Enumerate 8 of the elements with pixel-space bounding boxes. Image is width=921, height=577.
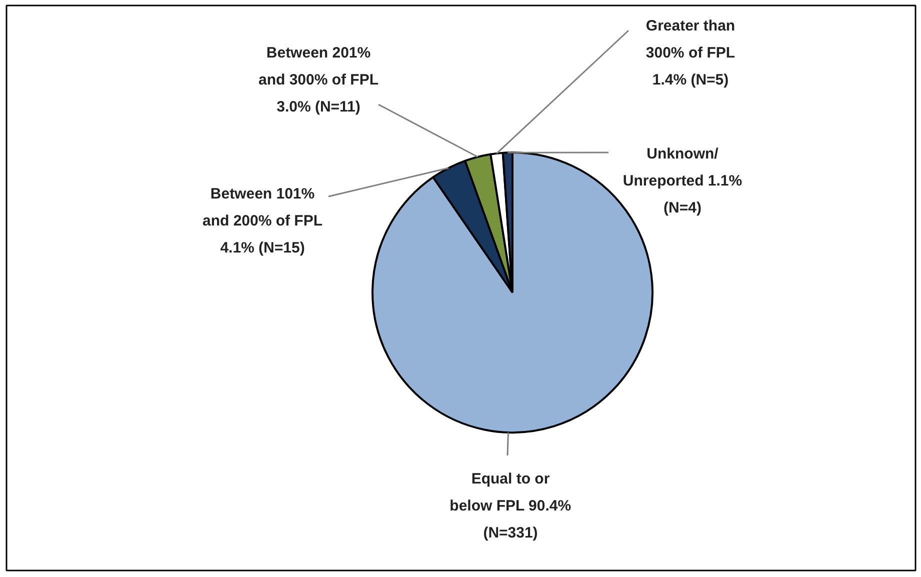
slice-label: Between 201% and 300% of FPL bbox=[258, 44, 379, 88]
slice-label: Greater than 300% of FPL bbox=[646, 18, 736, 62]
slice-label: Equal to or below FPL 90.4% (N=331) bbox=[450, 470, 572, 542]
slice-label: Between 101% and 200% of FPL bbox=[202, 186, 323, 230]
data-label: 3.0% (N=11) bbox=[276, 98, 360, 116]
data-label: 1.4% (N=5) bbox=[652, 72, 729, 88]
data-label: 4.1% (N=15) bbox=[220, 240, 305, 256]
slice-label: Unknown/ Unreported 1.1% (N=4) bbox=[622, 146, 742, 216]
